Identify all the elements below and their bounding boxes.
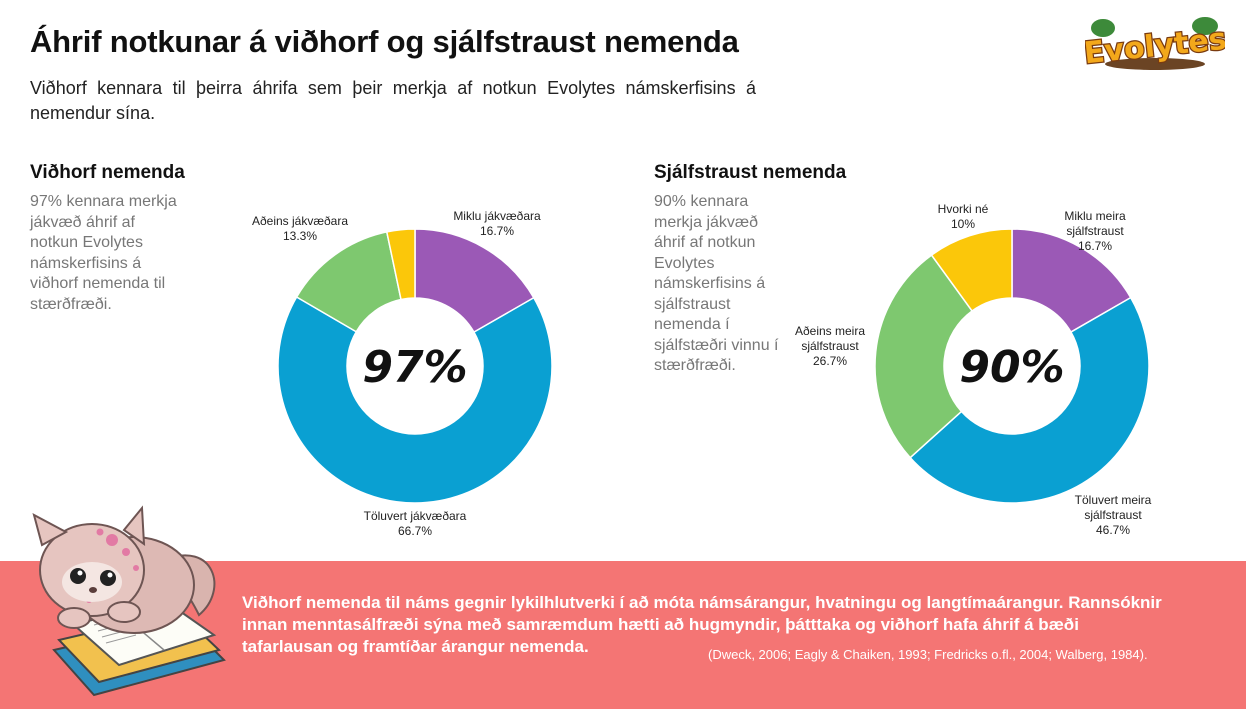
slice-label-1-3: Hvorki né 10% xyxy=(938,202,989,231)
donut-chart-attitude: Miklu jákvæðara 16.7% Töluvert jákvæðara 66… xyxy=(252,209,553,538)
donut-slice-0-1 xyxy=(277,295,553,504)
page-subtitle: Viðhorf kennara til þeirra áhrifa sem þe… xyxy=(30,78,756,123)
donut-center-label-0: 97% xyxy=(362,342,467,393)
svg-text:Evolytes: Evolytes xyxy=(1085,22,1225,72)
section-title-attitude: Viðhorf nemenda xyxy=(30,162,185,183)
donut-slice-1-2 xyxy=(874,254,974,459)
slice-label-1-1: Töluvert meira sjálfstraust 46.7% xyxy=(1075,493,1152,537)
donut-slice-1-3 xyxy=(930,228,1013,313)
section-title-confidence: Sjálfstraust nemenda xyxy=(654,162,847,183)
donut-chart-confidence: Miklu meira sjálfstraust 16.7% Töluvert mei… xyxy=(795,202,1152,537)
banner-citation: (Dweck, 2006; Eagly & Chaiken, 1993; Fre… xyxy=(708,647,1148,662)
donut-slice-0-3 xyxy=(385,228,416,301)
evolytes-logo: Evolytes xyxy=(1085,17,1225,72)
section-description-attitude: 97% kennara merkja jákvæð áhrif af notku… xyxy=(30,193,177,313)
donut-slice-1-1 xyxy=(909,296,1150,504)
slice-label-0-2: Aðeins jákvæðara 13.3% xyxy=(252,214,348,243)
slice-label-1-0: Miklu meira sjálfstraust 16.7% xyxy=(1064,209,1126,253)
donut-center-label-1: 90% xyxy=(959,342,1064,393)
section-description-confidence: 90% kennara merkja jákvæð áhrif af notku… xyxy=(654,193,779,374)
slice-label-1-2: Aðeins meira sjálfstraust 26.7% xyxy=(795,324,865,368)
slice-label-0-0: Miklu jákvæðara 16.7% xyxy=(453,209,541,238)
mascot-reading-illustration xyxy=(32,505,226,697)
banner-text: Viðhorf nemenda til náms gegnir lykilhlu… xyxy=(242,593,1162,656)
page-title: Áhrif notkunar á viðhorf og sjálfstraust… xyxy=(30,24,739,59)
slice-label-0-1: Töluvert jákvæðara 66.7% xyxy=(364,509,467,538)
